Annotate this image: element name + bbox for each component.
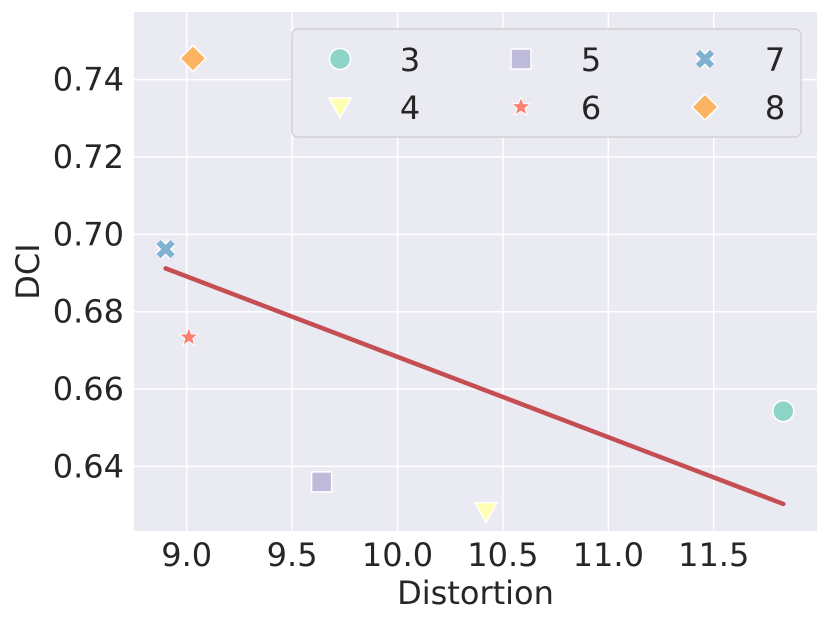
legend-marker-5 [510,48,532,70]
x-tick-label: 10.5 [467,536,538,574]
x-tick-label: 10.0 [362,536,433,574]
legend-marker-4 [327,97,353,120]
y-axis-label: DCI [9,243,47,299]
y-tick-label: 0.64 [53,447,124,485]
x-axis-label: Distortion [397,574,554,612]
x-tick-label: 11.5 [678,536,749,574]
data-point-3 [772,399,795,423]
legend-marker-8 [690,92,720,122]
y-tick-label: 0.68 [53,293,124,331]
data-point-6 [177,325,200,347]
x-tick-label: 9.5 [267,536,318,574]
y-tick-label: 0.74 [53,61,124,99]
legend-label-8: 8 [765,89,785,127]
legend-label-3: 3 [400,41,420,79]
trend-line [163,266,786,507]
legend-marker-7 [694,48,716,70]
legend-frame [291,28,802,138]
legend-label-6: 6 [581,89,601,127]
data-point-8 [178,44,208,73]
x-tick-label: 9.0 [161,536,212,574]
y-tick-label: 0.70 [53,215,124,253]
legend: 3 4 5 6 7 8 [291,28,802,138]
data-point-4 [473,501,499,525]
legend-label-5: 5 [581,41,601,79]
x-axis-ticks: 9.0 9.5 10.0 10.5 11.0 11.5 [161,536,749,574]
legend-label-4: 4 [400,89,420,127]
legend-marker-6 [510,95,532,117]
x-tick-label: 11.0 [573,536,644,574]
x-marker-stroke [695,49,715,69]
data-point-7 [155,238,176,260]
legend-label-7: 7 [765,41,785,79]
y-axis-ticks: 0.64 0.66 0.68 0.70 0.72 0.74 [53,61,124,486]
data-points [155,44,795,525]
y-tick-label: 0.66 [53,370,124,408]
data-point-5 [310,471,333,493]
x-marker-stroke [156,239,175,259]
y-tick-label: 0.72 [53,138,124,176]
legend-marker-3 [328,47,352,71]
